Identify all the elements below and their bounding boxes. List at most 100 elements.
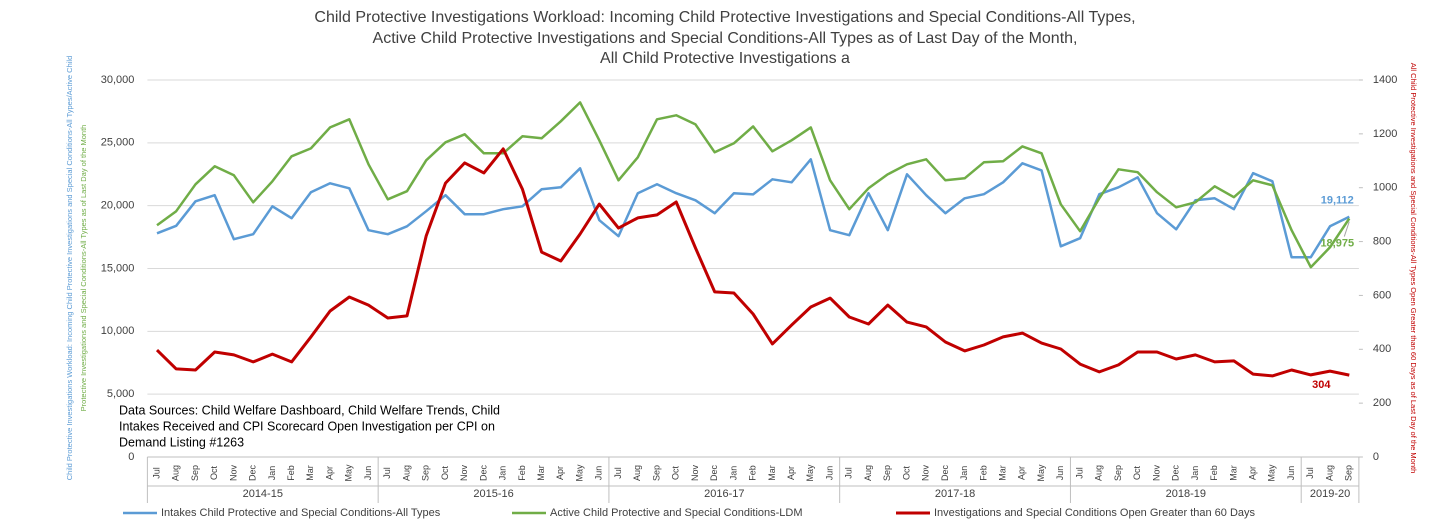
data-label: 19,112 bbox=[1321, 195, 1354, 207]
x-tick-label: Dec bbox=[940, 465, 950, 482]
x-tick-label: Sep bbox=[1344, 465, 1354, 481]
y2-tick-label: 600 bbox=[1373, 289, 1391, 301]
x-tick-label: Jul bbox=[844, 467, 854, 479]
x-tick-label: Dec bbox=[248, 465, 258, 482]
x-tick-label: Aug bbox=[171, 465, 181, 481]
x-tick-label: Oct bbox=[1132, 466, 1142, 481]
x-tick-label: Jul bbox=[1074, 467, 1084, 479]
x-tick-label: Oct bbox=[671, 466, 681, 481]
x-tick-label: Aug bbox=[401, 465, 411, 481]
x-tick-label: May bbox=[574, 464, 584, 482]
x-tick-label: Dec bbox=[1171, 465, 1181, 482]
y2-tick-label: 400 bbox=[1373, 343, 1391, 355]
x-tick-label: Mar bbox=[305, 465, 315, 481]
group-label: 2019-20 bbox=[1310, 488, 1350, 500]
legend-label: Intakes Child Protective and Special Con… bbox=[161, 507, 441, 519]
x-tick-label: Jul bbox=[151, 467, 161, 479]
y2-axis-label: All Child Protective Investigations and … bbox=[1409, 63, 1418, 474]
x-tick-label: Jun bbox=[824, 466, 834, 481]
x-tick-label: Aug bbox=[1094, 465, 1104, 481]
x-tick-label: Sep bbox=[651, 465, 661, 481]
x-tick-label: Sep bbox=[1113, 465, 1123, 481]
x-tick-label: Dec bbox=[709, 465, 719, 482]
x-tick-label: Sep bbox=[421, 465, 431, 481]
x-tick-label: Feb bbox=[978, 465, 988, 481]
group-label: 2016-17 bbox=[704, 488, 744, 500]
x-tick-label: Mar bbox=[767, 465, 777, 481]
x-tick-label: Oct bbox=[901, 466, 911, 481]
x-tick-label: Jan bbox=[267, 466, 277, 481]
x-tick-label: Jun bbox=[594, 466, 604, 481]
y2-tick-label: 800 bbox=[1373, 235, 1391, 247]
x-tick-label: Feb bbox=[286, 465, 296, 481]
x-tick-label: Aug bbox=[632, 465, 642, 481]
y-tick-label: 30,000 bbox=[101, 74, 135, 86]
data-label: 18,975 bbox=[1320, 237, 1354, 249]
x-tick-label: Dec bbox=[478, 465, 488, 482]
x-tick-label: Nov bbox=[690, 465, 700, 482]
group-label: 2015-16 bbox=[473, 488, 513, 500]
x-tick-label: Feb bbox=[748, 465, 758, 481]
x-tick-label: Jun bbox=[1286, 466, 1296, 481]
x-tick-label: Sep bbox=[190, 465, 200, 481]
x-tick-label: Feb bbox=[1209, 465, 1219, 481]
x-tick-label: May bbox=[344, 464, 354, 482]
y-tick-label: 25,000 bbox=[101, 137, 135, 149]
y2-tick-label: 200 bbox=[1373, 397, 1391, 409]
annotation: Data Sources: Child Welfare Dashboard, C… bbox=[119, 403, 500, 417]
leader-line bbox=[1343, 221, 1350, 237]
x-tick-label: May bbox=[1036, 464, 1046, 482]
y2-tick-label: 1400 bbox=[1373, 74, 1397, 86]
y2-tick-label: 1200 bbox=[1373, 128, 1397, 140]
x-tick-label: Aug bbox=[1324, 465, 1334, 481]
annotation: Demand Listing #1263 bbox=[119, 435, 244, 449]
series-line bbox=[156, 158, 1350, 259]
x-tick-label: Jul bbox=[382, 467, 392, 479]
y-axis-label: Child Protective Investigations Workload… bbox=[65, 56, 74, 481]
x-tick-label: Mar bbox=[536, 465, 546, 481]
x-tick-label: Feb bbox=[517, 465, 527, 481]
series-line bbox=[155, 147, 1350, 378]
x-tick-label: Mar bbox=[1228, 465, 1238, 481]
x-tick-label: Nov bbox=[921, 465, 931, 482]
x-tick-label: Nov bbox=[1151, 465, 1161, 482]
legend-label: Active Child Protective and Special Cond… bbox=[550, 507, 803, 519]
y-tick-label: 20,000 bbox=[101, 200, 135, 212]
group-label: 2014-15 bbox=[243, 488, 283, 500]
x-tick-label: Aug bbox=[863, 465, 873, 481]
x-tick-label: Apr bbox=[555, 466, 565, 480]
x-tick-label: Apr bbox=[1248, 466, 1258, 480]
group-label: 2017-18 bbox=[935, 488, 975, 500]
x-tick-label: Jul bbox=[613, 467, 623, 479]
x-tick-label: Jun bbox=[363, 466, 373, 481]
x-tick-label: May bbox=[1267, 464, 1277, 482]
y-tick-label: 15,000 bbox=[101, 262, 135, 274]
chart-title: Child Protective Investigations Workload… bbox=[314, 9, 1135, 26]
x-tick-label: Jan bbox=[728, 466, 738, 481]
x-tick-label: Jul bbox=[1305, 467, 1315, 479]
group-label: 2018-19 bbox=[1166, 488, 1206, 500]
x-tick-label: Sep bbox=[882, 465, 892, 481]
y-tick-label: 5,000 bbox=[107, 388, 135, 400]
chart-title: All Child Protective Investigations a bbox=[600, 50, 850, 67]
data-label: 304 bbox=[1312, 379, 1331, 391]
y-axis-label: Protective Investigations and Special Co… bbox=[79, 125, 88, 412]
x-tick-label: May bbox=[805, 464, 815, 482]
y-tick-label: 10,000 bbox=[101, 325, 135, 337]
x-tick-label: Mar bbox=[998, 465, 1008, 481]
y-tick-label: 0 bbox=[128, 451, 134, 463]
x-tick-label: Jan bbox=[959, 466, 969, 481]
annotation: Intakes Received and CPI Scorecard Open … bbox=[119, 419, 495, 433]
chart-title: Active Child Protective Investigations a… bbox=[373, 30, 1078, 47]
x-tick-label: Jan bbox=[498, 466, 508, 481]
x-tick-label: Apr bbox=[1017, 466, 1027, 480]
x-tick-label: Jan bbox=[1190, 466, 1200, 481]
y2-tick-label: 1000 bbox=[1373, 182, 1397, 194]
x-tick-label: Oct bbox=[209, 466, 219, 481]
y2-tick-label: 0 bbox=[1373, 451, 1379, 463]
x-tick-label: Apr bbox=[324, 466, 334, 480]
x-tick-label: Nov bbox=[459, 465, 469, 482]
x-tick-label: Nov bbox=[228, 465, 238, 482]
series-line bbox=[156, 101, 1351, 269]
